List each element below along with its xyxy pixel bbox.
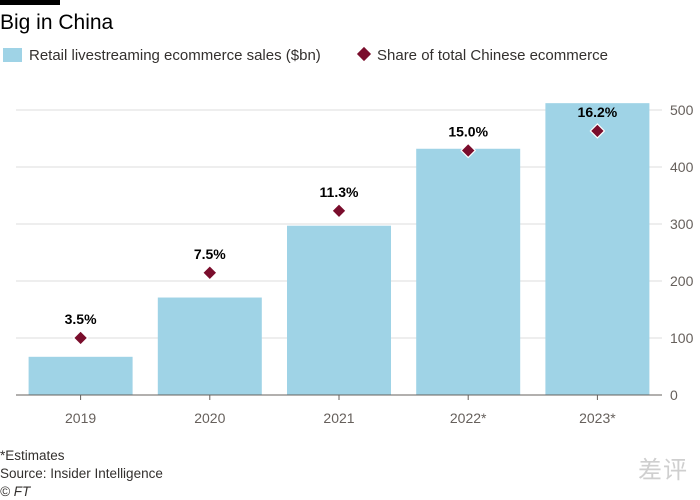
share-data-label: 11.3% [320, 184, 359, 200]
share-point [331, 202, 347, 219]
y-tick-label: 300 [670, 216, 694, 232]
bar [545, 103, 650, 395]
share-data-label: 7.5% [194, 246, 226, 262]
chart-legend: Retail livestreaming ecommerce sales ($b… [0, 46, 700, 66]
x-tick-label: 2020 [194, 410, 225, 426]
share-point [201, 264, 218, 281]
share-point [589, 123, 606, 139]
legend-points-label: Share of total Chinese ecommerce [377, 47, 608, 64]
y-tick-label: 100 [670, 330, 694, 346]
x-tick-label: 2022* [450, 410, 487, 426]
x-tick-label: 2021 [323, 410, 354, 426]
bar [287, 225, 391, 395]
legend-bars-label: Retail livestreaming ecommerce sales ($b… [29, 47, 321, 64]
footnote-credit: © FT [0, 484, 31, 499]
x-tick-label: 2023* [579, 410, 616, 426]
bar [157, 297, 262, 395]
share-point [72, 330, 89, 346]
legend-bar-swatch [3, 48, 22, 62]
y-tick-label: 400 [670, 159, 694, 175]
footnote-estimates: *Estimates [0, 448, 65, 463]
watermark-logo: 差评 [638, 457, 688, 484]
y-tick-label: 500 [670, 102, 694, 118]
y-tick-label: 0 [670, 387, 678, 403]
footnote-source: Source: Insider Intelligence [0, 466, 163, 481]
bar [416, 148, 521, 395]
bar [28, 356, 133, 395]
y-tick-label: 200 [670, 273, 694, 289]
chart-title: Big in China [0, 11, 114, 34]
share-data-label: 3.5% [65, 311, 97, 327]
share-point [460, 142, 477, 159]
header-accent-bar [0, 0, 60, 5]
x-tick-label: 2019 [65, 410, 96, 426]
share-data-label: 15.0% [448, 124, 488, 140]
share-data-label: 16.2% [578, 104, 618, 120]
